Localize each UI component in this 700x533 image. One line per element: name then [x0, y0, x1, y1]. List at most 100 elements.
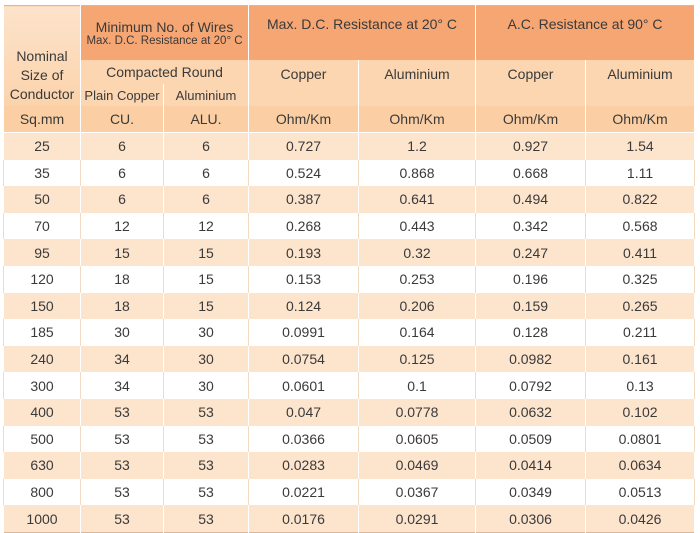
table-cell: 6	[162, 186, 250, 213]
table-cell: Sq.mm	[3, 106, 81, 133]
table-cell: 6	[80, 186, 164, 213]
header-cell: Nominal Size of Conductor	[3, 5, 81, 106]
table-cell: 1000	[3, 505, 81, 533]
table-cell: 0.153	[248, 265, 360, 293]
table-cell: 0.668	[475, 159, 587, 187]
table-cell: 0.161	[585, 345, 696, 373]
table-cell: 53	[162, 398, 250, 426]
table-cell: 240	[3, 345, 81, 373]
table-cell: 0.411	[585, 239, 696, 266]
table-cell: 0.196	[475, 265, 587, 293]
table-cell: 0.0634	[585, 452, 696, 479]
table-cell: 0.727	[248, 132, 360, 160]
table-cell: 0.164	[358, 319, 477, 346]
header-cell: Minimum No. of Wires Max. D.C. Resistance…	[79, 5, 250, 60]
table-cell: 0.102	[585, 398, 696, 426]
table-cell: 0.268	[248, 212, 360, 240]
table-cell: 50	[3, 186, 81, 213]
table-cell: 0.0778	[358, 398, 477, 426]
table-cell: Ohm/Km	[585, 106, 696, 133]
table-cell: 30	[162, 345, 250, 373]
table-cell: 53	[80, 425, 164, 453]
table-cell: 0.868	[358, 159, 477, 187]
table-cell: 15	[162, 292, 250, 320]
table-row: 185 30 30 0.0991 0.164 0.128 0.211	[3, 319, 696, 346]
table-cell: 800	[3, 478, 81, 506]
table-cell: 1.11	[585, 159, 696, 187]
table-cell: CU.	[80, 106, 164, 133]
table-cell: 30	[80, 319, 164, 346]
table-cell: 630	[3, 452, 81, 479]
table-cell: 53	[162, 452, 250, 479]
table-cell: 53	[162, 505, 250, 533]
table-cell: 0.193	[248, 239, 360, 266]
header-cell: Compacted Round	[79, 60, 250, 84]
table-cell: 34	[80, 372, 164, 399]
table-cell: 12	[162, 212, 250, 240]
table-cell: 0.0513	[585, 478, 696, 506]
table-row: 50 6 6 0.387 0.641 0.494 0.822	[3, 186, 696, 213]
table-cell: 0.0283	[248, 452, 360, 479]
table-cell: 0.1	[358, 372, 477, 399]
table-cell: 53	[162, 425, 250, 453]
table-cell: 0.253	[358, 265, 477, 293]
table-row: 120 18 15 0.153 0.253 0.196 0.325	[3, 265, 696, 293]
table-row: 630 53 53 0.0283 0.0469 0.0414 0.0634	[3, 452, 696, 479]
table-cell: 0.342	[475, 212, 587, 240]
table-cell: 0.206	[358, 292, 477, 320]
table-cell: 0.568	[585, 212, 696, 240]
table-cell: 0.0509	[475, 425, 587, 453]
table-cell: 6	[162, 132, 250, 160]
table-cell: 0.524	[248, 159, 360, 187]
table-cell: 0.211	[585, 319, 696, 346]
table-cell: 30	[162, 319, 250, 346]
table-cell: 0.0754	[248, 345, 360, 373]
table-cell: 0.822	[585, 186, 696, 213]
table-cell: 0.265	[585, 292, 696, 320]
table-row: 25 6 6 0.727 1.2 0.927 1.54	[3, 132, 696, 160]
table-cell: 1.2	[358, 132, 477, 160]
table-cell: 120	[3, 265, 81, 293]
header-cell: Aluminium	[585, 60, 696, 106]
table-cell: 12	[80, 212, 164, 240]
table-cell: 0.0632	[475, 398, 587, 426]
table-cell: 0.325	[585, 265, 696, 293]
header-cell: Copper	[248, 60, 360, 106]
table-row: 70 12 12 0.268 0.443 0.342 0.568	[3, 212, 696, 240]
header-cell: Max. D.C. Resistance at 20° C	[248, 5, 477, 60]
table-cell: 0.0991	[248, 319, 360, 346]
table-cell: 0.0801	[585, 425, 696, 453]
table-cell: 0.0469	[358, 452, 477, 479]
table-cell: 18	[80, 265, 164, 293]
resistance-table: Nominal Size of Conductor Minimum No. of…	[3, 5, 696, 533]
table-cell: 35	[3, 159, 81, 187]
table-cell: 0.387	[248, 186, 360, 213]
table-cell: 6	[80, 132, 164, 160]
table-cell: 15	[162, 239, 250, 266]
table-cell: Ohm/Km	[358, 106, 477, 133]
table-cell: 300	[3, 372, 81, 399]
table-cell: 34	[80, 345, 164, 373]
table-cell: 53	[80, 478, 164, 506]
table-cell: 30	[162, 372, 250, 399]
table-cell: ALU.	[162, 106, 250, 133]
table-cell: 0.443	[358, 212, 477, 240]
table-cell: 53	[80, 398, 164, 426]
table-cell: 0.0176	[248, 505, 360, 533]
table-row: 500 53 53 0.0366 0.0605 0.0509 0.0801	[3, 425, 696, 453]
table-row: 240 34 30 0.0754 0.125 0.0982 0.161	[3, 345, 696, 373]
table-cell: Ohm/Km	[475, 106, 587, 133]
table-cell: 0.927	[475, 132, 587, 160]
header-cell: Plain Copper	[80, 84, 164, 106]
table-cell: 15	[162, 265, 250, 293]
header-cell: Aluminium	[162, 84, 250, 106]
table-cell: 15	[80, 239, 164, 266]
table-row: 1000 53 53 0.0176 0.0291 0.0306 0.0426	[3, 505, 696, 533]
table-body: 25 6 6 0.727 1.2 0.927 1.54 35 6 6 0.524 0.868 0.668…	[3, 132, 696, 533]
table-cell: 0.247	[475, 239, 587, 266]
table-cell: 53	[80, 505, 164, 533]
table-cell: 0.641	[358, 186, 477, 213]
table-cell: 6	[80, 159, 164, 187]
table-cell: 500	[3, 425, 81, 453]
